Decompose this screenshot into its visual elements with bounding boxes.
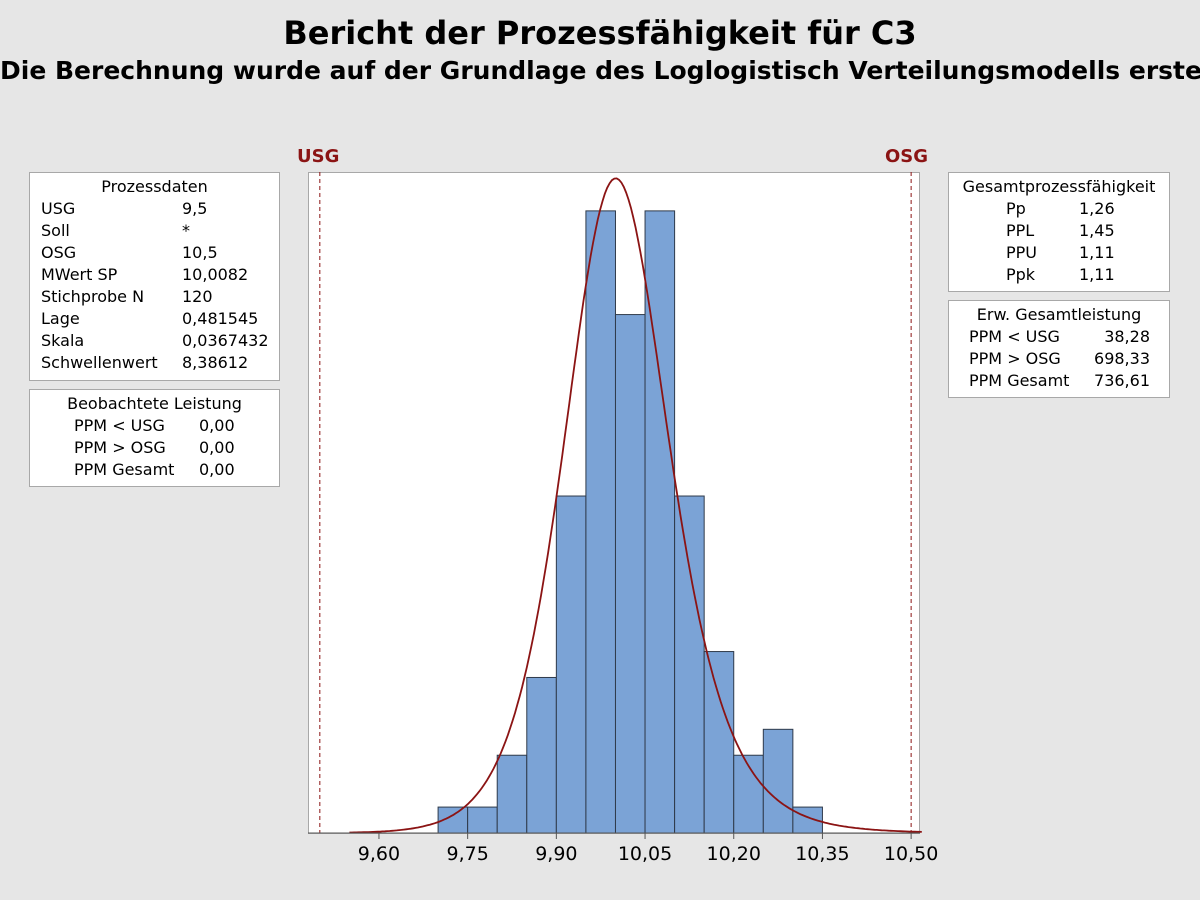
process_data-row: Soll * — [30, 220, 279, 242]
observed-label: PPM Gesamt — [74, 460, 175, 479]
overall_capability-value: 1,45 — [1079, 221, 1115, 240]
overall_capability-label: PPL — [1006, 221, 1035, 240]
histogram-bar — [674, 495, 705, 834]
expected-performance-header: Erw. Gesamtleistung — [976, 305, 1142, 324]
histogram-bar — [585, 210, 616, 834]
process_data-value: 10,0082 — [182, 265, 249, 284]
overall_capability-row: PPU 1,11 — [949, 242, 1169, 264]
expected-label: PPM < USG — [969, 327, 1060, 346]
overall_capability-row: Pp 1,26 — [949, 198, 1169, 220]
histogram-bar — [762, 728, 794, 834]
process_data-value: 9,5 — [182, 199, 208, 218]
x-tick-label: 10,35 — [795, 843, 849, 865]
process_data-value: 0,0367432 — [182, 331, 269, 350]
observed-row: PPM < USG 0,00 — [30, 415, 279, 437]
process-data-panel: Prozessdaten USG 9,5 Soll * OSG 10,5 MWert SP 1… — [29, 172, 280, 381]
process_data-value: 120 — [182, 287, 213, 306]
overall-capability-header: Gesamtprozessfähigkeit — [962, 177, 1156, 196]
x-tick-label: 10,05 — [618, 843, 672, 865]
x-tick-label: 9,90 — [535, 843, 577, 865]
x-tick-label: 9,75 — [446, 843, 488, 865]
observed-label: PPM < USG — [74, 416, 165, 435]
process_data-label: Schwellenwert — [41, 353, 158, 372]
process_data-label: Soll — [41, 221, 70, 240]
observed-row: PPM > OSG 0,00 — [30, 437, 279, 459]
expected-row: PPM < USG 38,28 — [949, 326, 1169, 348]
process_data-row: Stichprobe N 120 — [30, 286, 279, 308]
x-tick-label: 10,50 — [884, 843, 938, 865]
overall_capability-label: PPU — [1006, 243, 1038, 262]
histogram-bar — [703, 651, 735, 834]
observed-value: 0,00 — [199, 416, 235, 435]
histogram-bar — [467, 806, 498, 834]
process_data-label: OSG — [41, 243, 77, 262]
histogram-bar — [526, 676, 557, 834]
overall_capability-row: Ppk 1,11 — [949, 264, 1169, 286]
report-title: Bericht der Prozessfähigkeit für C3 — [283, 14, 917, 52]
overall-capability-panel: Gesamtprozessfähigkeit Pp 1,26 PPL 1,45 PPU 1… — [948, 172, 1170, 292]
process_data-value: 10,5 — [182, 243, 218, 262]
histogram-bar — [614, 314, 646, 834]
overall_capability-label: Ppk — [1006, 265, 1036, 284]
observed-performance-header: Beobachtete Leistung — [67, 394, 242, 413]
process_data-row: MWert SP 10,0082 — [30, 264, 279, 286]
expected-label: PPM > OSG — [969, 349, 1061, 368]
expected-performance-panel: Erw. Gesamtleistung PPM < USG 38,28 PPM > … — [948, 300, 1170, 398]
process_data-row: Schwellenwert 8,38612 — [30, 352, 279, 374]
report-subtitle: Die Berechnung wurde auf der Grundlage d… — [0, 56, 1200, 85]
overall_capability-value: 1,11 — [1079, 243, 1115, 262]
process_data-row: Lage 0,481545 — [30, 308, 279, 330]
observed-label: PPM > OSG — [74, 438, 166, 457]
overall_capability-value: 1,26 — [1079, 199, 1115, 218]
overall_capability-label: Pp — [1006, 199, 1026, 218]
process_data-label: USG — [41, 199, 76, 218]
expected-value: 736,61 — [1094, 371, 1150, 390]
expected-value: 698,33 — [1094, 349, 1150, 368]
expected-label: PPM Gesamt — [969, 371, 1070, 390]
observed-row: PPM Gesamt 0,00 — [30, 459, 279, 481]
x-tick-label: 9,60 — [358, 843, 400, 865]
x-tick-label: 10,20 — [707, 843, 761, 865]
process_data-label: Lage — [41, 309, 80, 328]
process_data-row: Skala 0,0367432 — [30, 330, 279, 352]
process_data-label: MWert SP — [41, 265, 118, 284]
expected-value: 38,28 — [1104, 327, 1150, 346]
process-data-header: Prozessdaten — [101, 177, 208, 196]
histogram-bar — [496, 754, 528, 834]
process_data-value: 8,38612 — [182, 353, 249, 372]
fitted-distribution-curve — [349, 177, 922, 834]
observed-performance-panel: Beobachtete Leistung PPM < USG 0,00 PPM > … — [29, 389, 280, 487]
usl-label: OSG — [885, 146, 929, 167]
observed-value: 0,00 — [199, 460, 235, 479]
process_data-value: * — [182, 221, 190, 240]
overall_capability-value: 1,11 — [1079, 265, 1115, 284]
process_data-row: USG 9,5 — [30, 198, 279, 220]
process_data-value: 0,481545 — [182, 309, 259, 328]
histogram-bar — [555, 495, 587, 834]
lsl-label: USG — [297, 146, 340, 167]
process_data-label: Stichprobe N — [41, 287, 145, 306]
overall_capability-row: PPL 1,45 — [949, 220, 1169, 242]
expected-row: PPM > OSG 698,33 — [949, 348, 1169, 370]
expected-row: PPM Gesamt 736,61 — [949, 370, 1169, 392]
process_data-row: OSG 10,5 — [30, 242, 279, 264]
observed-value: 0,00 — [199, 438, 235, 457]
process_data-label: Skala — [41, 331, 85, 350]
